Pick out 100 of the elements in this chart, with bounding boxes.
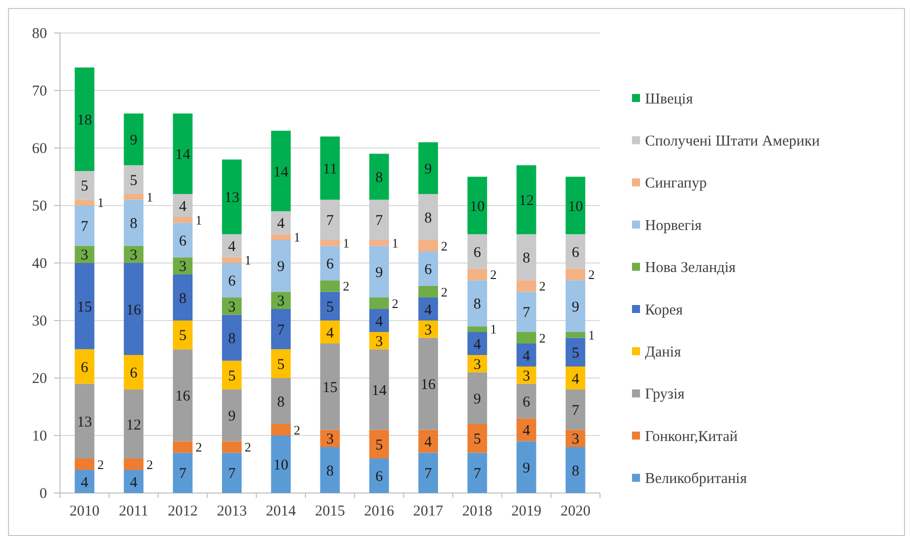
bar <box>172 452 193 493</box>
bar <box>172 349 193 442</box>
bar <box>566 234 586 269</box>
bar <box>124 200 144 246</box>
bar <box>467 176 488 234</box>
data-label: 7 <box>228 466 236 482</box>
data-label: 2 <box>539 330 546 346</box>
bar <box>516 366 536 384</box>
bar <box>172 320 193 350</box>
bar <box>222 314 242 361</box>
bar <box>369 309 389 332</box>
data-label: 14 <box>372 382 388 399</box>
data-label: 4 <box>522 348 531 364</box>
y-tick-label: 60 <box>32 140 47 157</box>
data-label: 16 <box>126 302 142 318</box>
data-label: 16 <box>175 388 191 404</box>
data-label: 4 <box>80 474 89 491</box>
bar <box>418 452 438 493</box>
bar <box>566 447 586 493</box>
data-label: 7 <box>522 305 531 322</box>
bar <box>271 436 291 493</box>
bar <box>124 355 144 390</box>
data-label: 6 <box>572 244 580 261</box>
bar <box>369 349 389 430</box>
bar <box>74 384 94 458</box>
bar <box>74 68 94 171</box>
bar <box>320 240 340 246</box>
bar <box>172 194 193 217</box>
data-label: 5 <box>326 299 334 316</box>
data-label: 6 <box>424 262 432 278</box>
data-label: 5 <box>474 432 482 448</box>
x-tick-label: 2018 <box>462 504 492 520</box>
data-label: 3 <box>178 259 186 276</box>
bar <box>222 390 242 442</box>
data-label: 4 <box>424 302 432 318</box>
data-label: 4 <box>326 325 334 342</box>
bar <box>320 430 340 447</box>
bar <box>74 470 94 493</box>
bar <box>566 390 586 430</box>
bar <box>516 292 536 332</box>
data-label: 3 <box>375 334 383 350</box>
bar <box>74 263 94 350</box>
data-label: 7 <box>474 466 482 482</box>
data-label: 9 <box>277 259 285 276</box>
bar <box>516 165 536 234</box>
data-label: 2 <box>146 456 153 472</box>
data-label: 14 <box>273 164 289 180</box>
y-tick-label: 30 <box>32 313 47 330</box>
bar <box>320 200 340 240</box>
data-label: 2 <box>97 456 104 472</box>
data-label: 1 <box>342 235 350 250</box>
data-label: 4 <box>130 474 138 491</box>
bar <box>418 338 438 430</box>
data-label: 2 <box>539 278 546 294</box>
data-label: 7 <box>424 466 432 482</box>
data-label: 6 <box>522 394 531 410</box>
data-label: 1 <box>294 230 300 245</box>
data-label: 8 <box>178 290 186 307</box>
legend-label: Великобританія <box>645 471 747 488</box>
data-label: 3 <box>80 248 88 264</box>
data-label: 9 <box>474 391 482 408</box>
bar <box>172 114 193 194</box>
bar <box>418 252 438 286</box>
bar <box>271 309 291 350</box>
x-tick-label: 2011 <box>118 504 148 520</box>
bar <box>271 130 291 212</box>
bar <box>222 160 242 234</box>
bar <box>320 344 340 430</box>
bar <box>271 211 291 234</box>
bar <box>320 447 340 493</box>
data-label: 8 <box>326 463 334 480</box>
bar <box>124 263 144 355</box>
data-label: 9 <box>522 460 530 476</box>
bar <box>516 234 536 280</box>
legend-label: Гонконг,Китай <box>645 428 738 445</box>
data-label: 3 <box>326 432 334 448</box>
data-label: 15 <box>322 380 338 396</box>
bar <box>418 240 438 252</box>
x-tick-label: 2015 <box>315 504 345 520</box>
y-tick-label: 20 <box>32 370 47 387</box>
data-label: 4 <box>572 371 580 388</box>
data-label: 8 <box>572 463 580 480</box>
bar <box>124 390 144 458</box>
bar <box>172 222 193 258</box>
data-label: 1 <box>490 322 497 337</box>
bar <box>467 268 488 280</box>
data-label: 8 <box>228 331 236 347</box>
bar <box>566 268 586 280</box>
bar <box>566 332 586 338</box>
bar <box>271 424 291 436</box>
data-label: 6 <box>375 469 384 485</box>
data-label: 3 <box>474 356 482 373</box>
data-label: 9 <box>572 299 580 316</box>
bar <box>271 234 291 240</box>
bar <box>74 206 94 246</box>
bar <box>418 142 438 194</box>
data-label: 5 <box>80 178 88 195</box>
data-label: 9 <box>375 264 383 281</box>
bar <box>467 332 488 355</box>
bar <box>467 355 488 372</box>
